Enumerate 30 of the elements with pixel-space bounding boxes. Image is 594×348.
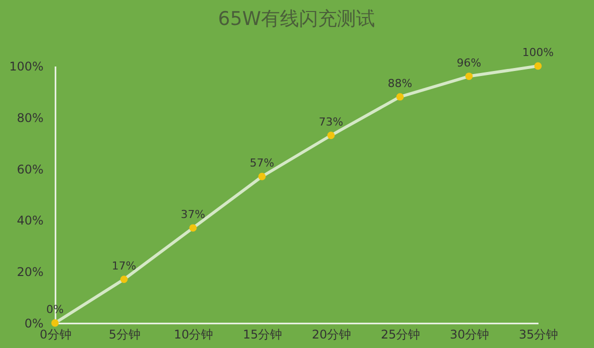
data-label: 96% bbox=[456, 56, 482, 70]
x-tick-label: 35分钟 bbox=[518, 328, 558, 342]
x-tick-label: 20分钟 bbox=[312, 328, 352, 342]
data-label: 37% bbox=[180, 208, 206, 221]
data-label: 57% bbox=[250, 156, 274, 170]
y-tick-label: 40% bbox=[16, 214, 44, 228]
x-tick-label: 25分钟 bbox=[380, 328, 420, 342]
data-label: 17% bbox=[112, 259, 136, 272]
x-tick-label: 5分钟 bbox=[108, 328, 140, 342]
point bbox=[396, 93, 404, 101]
point bbox=[120, 276, 128, 284]
x-tick-label: 0分钟 bbox=[40, 328, 72, 342]
point bbox=[189, 224, 197, 232]
x-tick-label: 10分钟 bbox=[174, 328, 214, 342]
data-label: 100% bbox=[522, 46, 554, 59]
x-tick-label: 30分钟 bbox=[450, 328, 490, 342]
x-tick-label: 15分钟 bbox=[242, 328, 282, 342]
y-tick-label: 80% bbox=[16, 110, 44, 125]
data-label: 88% bbox=[388, 76, 412, 90]
data-label: 73% bbox=[318, 115, 344, 128]
y-tick-label: 20% bbox=[16, 265, 44, 280]
point bbox=[327, 132, 335, 140]
point bbox=[258, 172, 266, 180]
point bbox=[534, 62, 542, 70]
point bbox=[51, 319, 59, 327]
point bbox=[465, 72, 473, 80]
chart-title: 65W有线闪充测试 bbox=[218, 8, 375, 30]
y-tick-label: 60% bbox=[16, 162, 44, 176]
y-tick-label: 100% bbox=[9, 60, 44, 74]
y-tick-label: 0% bbox=[24, 316, 44, 330]
